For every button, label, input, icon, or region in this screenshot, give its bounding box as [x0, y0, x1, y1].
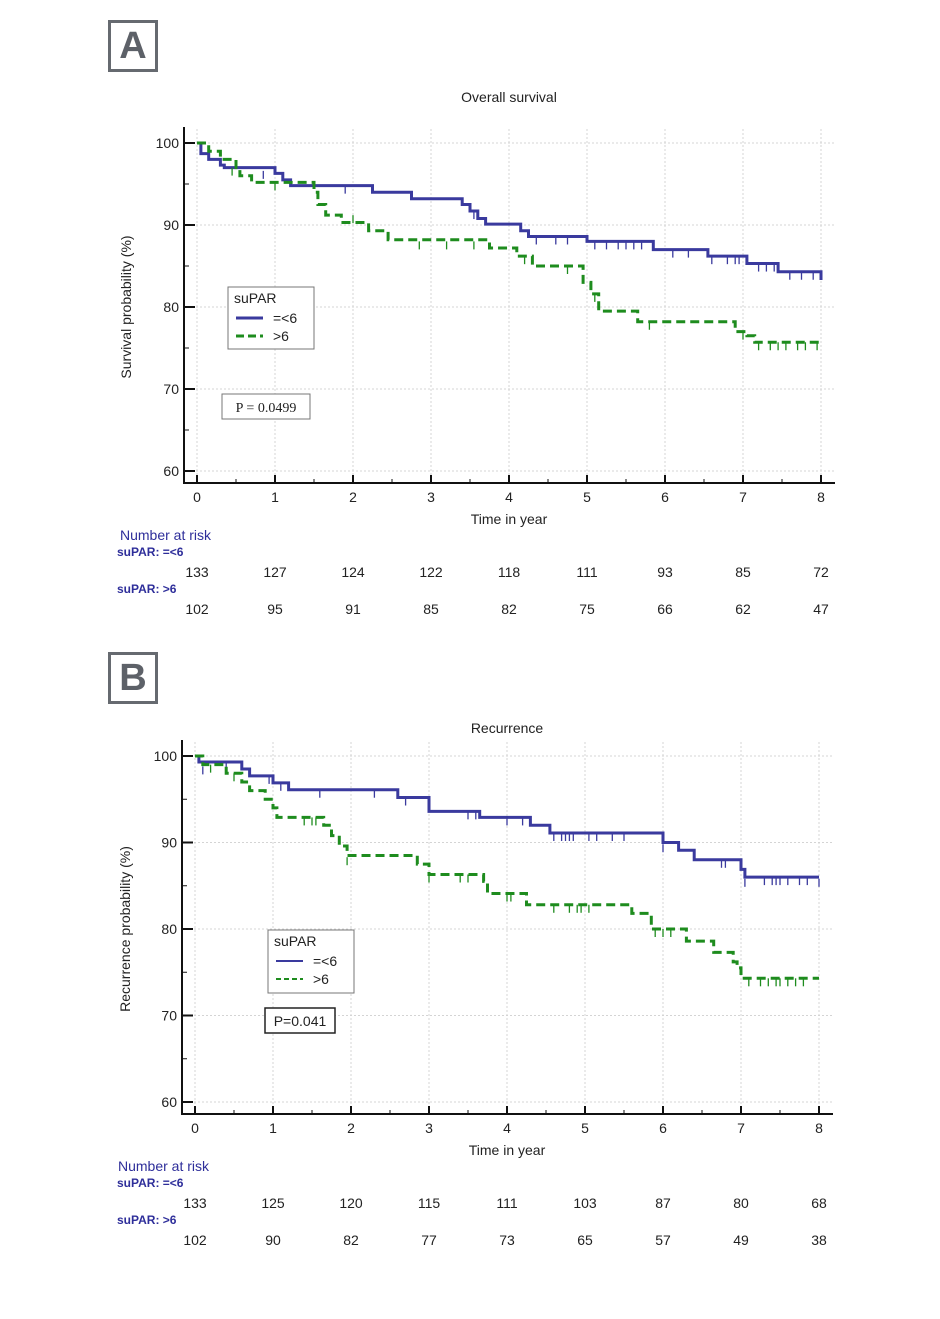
risk-value: 102 — [183, 1232, 207, 1248]
x-tick-label: 1 — [271, 489, 279, 505]
legend-label-gt6: >6 — [273, 328, 289, 344]
x-tick-label: 8 — [817, 489, 825, 505]
y-tick-label: 70 — [161, 1008, 177, 1024]
risk-value: 80 — [733, 1195, 749, 1211]
p-value-box-a — [221, 393, 311, 420]
legend-label-le6: =<6 — [273, 310, 297, 326]
risk-value: 91 — [345, 601, 361, 617]
risk-value: 93 — [657, 564, 673, 580]
legend-label-gt6: >6 — [313, 971, 329, 987]
risk-value: 65 — [577, 1232, 593, 1248]
risk-value: 111 — [576, 564, 597, 580]
y-tick-label: 90 — [161, 835, 177, 851]
y-tick-label: 60 — [163, 463, 179, 479]
x-axis-label-b: Time in year — [469, 1142, 546, 1158]
risk-value: 73 — [499, 1232, 515, 1248]
y-axis-label-b: Recurrence probability (%) — [117, 846, 133, 1012]
p-value-box-b — [264, 1007, 336, 1034]
risk-value: 85 — [735, 564, 751, 580]
risk-value: 122 — [419, 564, 443, 580]
x-tick-label: 3 — [427, 489, 435, 505]
risk-group-label-gt6: suPAR: >6 — [117, 582, 177, 596]
x-tick-label: 5 — [581, 1120, 589, 1136]
risk-value: 68 — [811, 1195, 827, 1211]
risk-value: 125 — [261, 1195, 285, 1211]
number-at-risk-title-a: Number at risk — [120, 527, 212, 543]
y-tick-label: 100 — [154, 748, 178, 764]
risk-value: 133 — [185, 564, 209, 580]
chart-title-a: Overall survival — [461, 89, 557, 105]
risk-value: 77 — [421, 1232, 437, 1248]
x-tick-label: 2 — [347, 1120, 355, 1136]
risk-group-label-gt6: suPAR: >6 — [117, 1213, 177, 1227]
y-tick-label: 80 — [163, 299, 179, 315]
legend-label-le6: =<6 — [313, 953, 337, 969]
km-chart-overall-survival: Overall survival 0 1 2 3 4 5 6 7 8 60 70 80 90 100 Time… — [117, 89, 835, 617]
risk-value: 111 — [496, 1195, 517, 1211]
chart-title-b: Recurrence — [471, 720, 544, 736]
x-tick-label: 3 — [425, 1120, 433, 1136]
x-tick-label: 0 — [191, 1120, 199, 1136]
x-tick-label: 7 — [739, 489, 747, 505]
risk-value: 133 — [183, 1195, 207, 1211]
panel-label-a: A — [108, 20, 158, 72]
risk-value: 124 — [341, 564, 365, 580]
x-tick-label: 8 — [815, 1120, 823, 1136]
number-at-risk-title-b: Number at risk — [118, 1158, 210, 1174]
p-value-text-a: P = 0.0499 — [236, 401, 297, 416]
risk-value: 87 — [655, 1195, 671, 1211]
km-curve-le6-b — [195, 754, 819, 879]
risk-value: 127 — [263, 564, 287, 580]
risk-value: 82 — [343, 1232, 359, 1248]
km-curve-gt6-a — [197, 141, 821, 344]
km-curve-gt6-b — [195, 754, 819, 980]
risk-value: 82 — [501, 601, 517, 617]
risk-value: 62 — [735, 601, 751, 617]
risk-value: 90 — [265, 1232, 281, 1248]
y-tick-label: 60 — [161, 1094, 177, 1110]
risk-value: 95 — [267, 601, 283, 617]
risk-value: 49 — [733, 1232, 749, 1248]
x-tick-label: 1 — [269, 1120, 277, 1136]
x-tick-label: 5 — [583, 489, 591, 505]
y-tick-label: 100 — [156, 135, 180, 151]
y-tick-label: 70 — [163, 381, 179, 397]
risk-value: 47 — [813, 601, 829, 617]
risk-value: 75 — [579, 601, 595, 617]
y-axis-label-a: Survival probability (%) — [118, 235, 134, 378]
risk-value: 57 — [655, 1232, 671, 1248]
risk-value: 115 — [418, 1195, 441, 1211]
legend-title-a: suPAR — [234, 290, 277, 306]
risk-value: 118 — [498, 564, 521, 580]
risk-value: 72 — [813, 564, 829, 580]
risk-value: 103 — [573, 1195, 597, 1211]
x-tick-label: 7 — [737, 1120, 745, 1136]
risk-value: 66 — [657, 601, 673, 617]
x-tick-label: 0 — [193, 489, 201, 505]
risk-group-label-le6: suPAR: =<6 — [117, 1176, 184, 1190]
risk-value: 120 — [339, 1195, 363, 1211]
x-tick-label: 4 — [505, 489, 513, 505]
p-value-text-b: P=0.041 — [274, 1013, 327, 1029]
x-tick-label: 6 — [661, 489, 669, 505]
risk-value: 102 — [185, 601, 209, 617]
y-tick-label: 80 — [161, 921, 177, 937]
risk-value: 38 — [811, 1232, 827, 1248]
x-axis-label-a: Time in year — [471, 511, 548, 527]
risk-value: 85 — [423, 601, 439, 617]
risk-group-label-le6: suPAR: =<6 — [117, 545, 184, 559]
x-tick-label: 4 — [503, 1120, 511, 1136]
panel-label-b: B — [108, 652, 158, 704]
x-tick-label: 2 — [349, 489, 357, 505]
legend-title-b: suPAR — [274, 933, 317, 949]
x-tick-label: 6 — [659, 1120, 667, 1136]
km-curve-le6-a — [197, 141, 823, 280]
y-tick-label: 90 — [163, 217, 179, 233]
